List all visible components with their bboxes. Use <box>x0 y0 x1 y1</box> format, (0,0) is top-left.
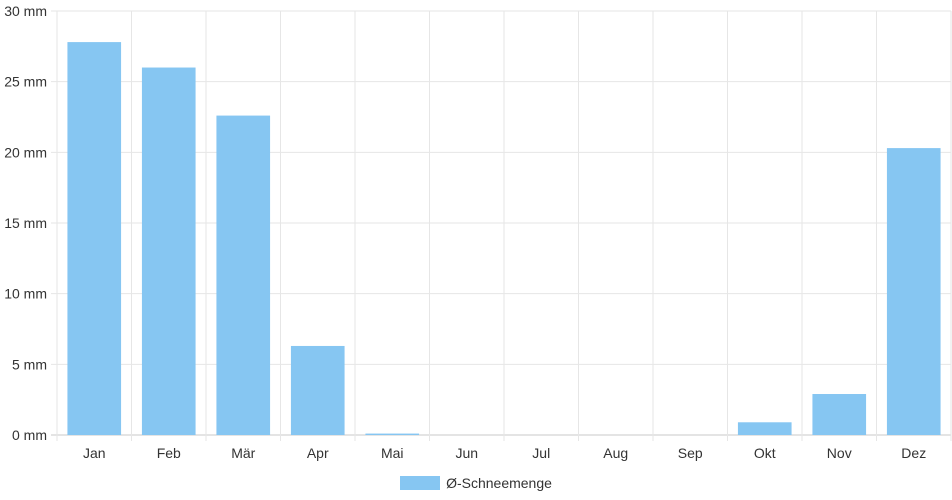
x-tick-label: Jul <box>532 445 550 461</box>
y-tick-label: 30 mm <box>4 3 47 19</box>
bar-feb[interactable] <box>141 67 196 436</box>
y-tick-label: 20 mm <box>4 144 47 160</box>
x-tick-label: Jun <box>455 445 478 461</box>
bar-dez[interactable] <box>886 148 941 436</box>
y-tick-label: 0 mm <box>12 427 47 443</box>
x-tick-label: Mär <box>231 445 255 461</box>
y-tick-label: 5 mm <box>12 356 47 372</box>
bar-apr[interactable] <box>290 345 345 435</box>
y-tick-label: 10 mm <box>4 286 47 302</box>
legend-swatch <box>400 476 441 490</box>
legend-label: Ø-Schneemenge <box>446 475 552 491</box>
legend[interactable]: Ø-Schneemenge <box>0 472 952 494</box>
x-tick-label: Jan <box>83 445 106 461</box>
y-tick-label: 25 mm <box>4 74 47 90</box>
x-tick-label: Aug <box>603 445 628 461</box>
bar-mai[interactable] <box>365 433 420 435</box>
x-tick-label: Mai <box>381 445 404 461</box>
chart-canvas: 0 mm 5 mm 10 mm 15 mm 20 mm 25 mm 30 mm Jan Feb M… <box>4 3 952 461</box>
x-tick-label: Feb <box>157 445 181 461</box>
bar-okt[interactable] <box>737 422 792 435</box>
x-tick-label: Sep <box>678 445 703 461</box>
x-tick-label: Nov <box>827 445 852 461</box>
x-tick-label: Okt <box>754 445 776 461</box>
bar-nov[interactable] <box>812 394 867 435</box>
bar-jan[interactable] <box>67 42 122 436</box>
grid-lines <box>51 10 952 441</box>
y-tick-label: 15 mm <box>4 215 47 231</box>
x-tick-label: Apr <box>307 445 329 461</box>
bars <box>67 42 941 436</box>
x-tick-label: Dez <box>901 445 926 461</box>
bar-mär[interactable] <box>216 115 271 435</box>
axes: 0 mm 5 mm 10 mm 15 mm 20 mm 25 mm 30 mm Jan Feb M… <box>4 3 926 461</box>
